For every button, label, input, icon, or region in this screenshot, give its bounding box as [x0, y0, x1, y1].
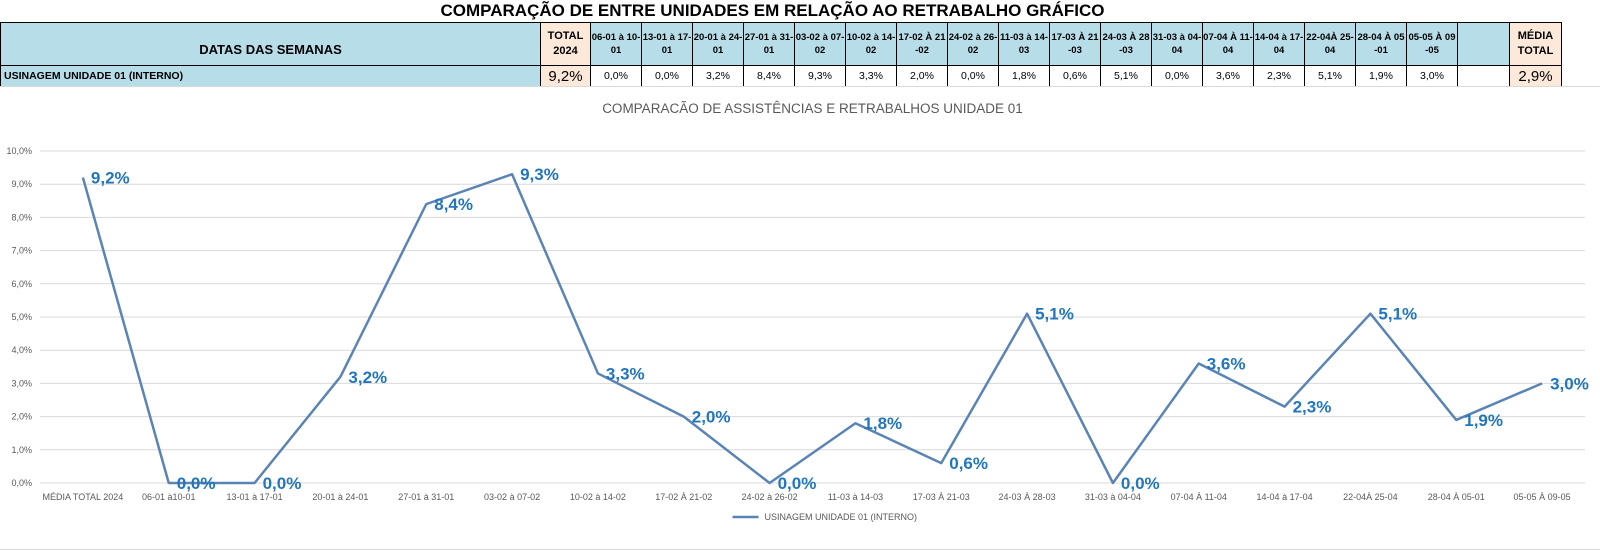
week-value-cell[interactable]: 1,9%	[1355, 65, 1407, 87]
x-tick-label: 13-01 à 17-01	[227, 492, 283, 502]
x-tick-label: 14-04 à 17-04	[1257, 492, 1313, 502]
data-label: 3,0%	[1550, 374, 1589, 393]
data-label: 1,9%	[1464, 411, 1503, 430]
data-label: 5,1%	[1035, 305, 1074, 324]
week-header-cell[interactable]: 10-02 à 14-02	[845, 22, 897, 66]
data-label: 8,4%	[434, 195, 473, 214]
row-total-cell[interactable]: 9,2%	[540, 65, 591, 87]
x-tick-label: 17-03 À 21-03	[913, 492, 970, 502]
data-label: 2,3%	[1293, 398, 1332, 417]
y-tick-label: 2,0%	[11, 412, 32, 422]
total-header[interactable]: TOTAL 2024	[540, 22, 591, 66]
week-header-cell[interactable]: 17-03 À 21-03	[1049, 22, 1101, 66]
chart-title: COMPARACÃO DE ASSISTÊNCIAS E RETRABALHOS…	[602, 101, 1023, 116]
x-tick-label: MÉDIA TOTAL 2024	[43, 492, 124, 502]
x-tick-label: 11-03 à 14-03	[828, 492, 883, 502]
x-tick-label: 07-04 À 11-04	[1171, 492, 1227, 502]
y-tick-label: 3,0%	[11, 378, 32, 388]
x-tick-label: 05-05 À 09-05	[1514, 492, 1571, 502]
week-header-cell[interactable]: 24-03 À 28-03	[1100, 22, 1152, 66]
week-header-cell[interactable]: 07-04 À 11-04	[1202, 22, 1254, 66]
week-value-cell[interactable]: 2,0%	[896, 65, 948, 87]
week-header-cell[interactable]: 17-02 À 21-02	[896, 22, 948, 66]
week-value-cell[interactable]: 8,4%	[743, 65, 795, 87]
week-value-cell[interactable]: 0,0%	[947, 65, 999, 87]
y-tick-label: 10,0%	[6, 146, 32, 156]
week-header-cell[interactable]: 22-04À 25-04	[1304, 22, 1356, 66]
week-value-cell[interactable]: 9,3%	[794, 65, 846, 87]
data-label: 5,1%	[1378, 305, 1417, 324]
media-header[interactable]: MÉDIA TOTAL	[1509, 22, 1562, 66]
week-value-cell[interactable]: 3,3%	[845, 65, 897, 87]
week-value-cell[interactable]: 0,6%	[1049, 65, 1101, 87]
data-label: 1,8%	[863, 414, 902, 433]
data-label: 2,0%	[692, 408, 731, 427]
line-chart: COMPARACÃO DE ASSISTÊNCIAS E RETRABALHOS…	[6, 101, 1589, 522]
week-value-cell[interactable]: 2,3%	[1253, 65, 1305, 87]
x-tick-label: 24-03 À 28-03	[999, 492, 1056, 502]
y-tick-label: 5,0%	[11, 312, 32, 322]
y-tick-label: 6,0%	[11, 279, 32, 289]
data-label: 9,3%	[520, 165, 559, 184]
x-tick-label: 03-02 à 07-02	[484, 492, 540, 502]
weeks-header-label[interactable]: DATAS DAS SEMANAS	[0, 22, 541, 66]
blank-value-cell[interactable]	[1457, 65, 1510, 87]
week-header-cell[interactable]: 03-02 à 07-02	[794, 22, 846, 66]
week-header-cell[interactable]: 05-05 À 09-05	[1406, 22, 1458, 66]
x-tick-label: 22-04À 25-04	[1343, 492, 1398, 502]
data-label: 0,0%	[1121, 474, 1160, 493]
week-value-cell[interactable]: 5,1%	[1304, 65, 1356, 87]
data-label: 3,2%	[348, 368, 387, 387]
series-line[interactable]	[81, 172, 1543, 485]
x-tick-label: 28-04 À 05-01	[1428, 492, 1485, 502]
week-header-cell[interactable]: 14-04 à 17-04	[1253, 22, 1305, 66]
data-label: 0,0%	[778, 474, 817, 493]
data-table: DATAS DAS SEMANAS TOTAL 2024 06-01 à 10-…	[0, 22, 1562, 87]
legend-label: USINAGEM UNIDADE 01 (INTERNO)	[765, 512, 918, 522]
data-label: 0,0%	[177, 474, 216, 493]
week-header-cell[interactable]: 24-02 à 26-02	[947, 22, 999, 66]
x-tick-label: 31-03 à 04-04	[1085, 492, 1141, 502]
data-label: 3,3%	[606, 364, 645, 383]
y-tick-label: 1,0%	[11, 445, 32, 455]
y-tick-label: 8,0%	[11, 212, 32, 222]
x-tick-label: 10-02 à 14-02	[570, 492, 626, 502]
week-header-cell[interactable]: 11-03 à 14-03	[998, 22, 1050, 66]
y-tick-label: 0,0%	[11, 478, 32, 488]
y-tick-label: 4,0%	[11, 345, 32, 355]
media-value-cell[interactable]: 2,9%	[1509, 65, 1562, 87]
chart-area[interactable]: COMPARACÃO DE ASSISTÊNCIAS E RETRABALHOS…	[0, 86, 1600, 550]
week-header-cell[interactable]: 13-01 à 17-01	[641, 22, 693, 66]
blank-header-cell[interactable]	[1457, 22, 1510, 66]
week-value-cell[interactable]: 3,2%	[692, 65, 744, 87]
week-header-cell[interactable]: 28-04 À 05-01	[1355, 22, 1407, 66]
x-tick-label: 20-01 à 24-01	[312, 492, 368, 502]
x-tick-label: 17-02 À 21-02	[655, 492, 712, 502]
data-label: 0,6%	[949, 454, 988, 473]
week-value-cell[interactable]: 3,6%	[1202, 65, 1254, 87]
week-value-cell[interactable]: 1,8%	[998, 65, 1050, 87]
week-value-cell[interactable]: 0,0%	[641, 65, 693, 87]
y-tick-label: 7,0%	[11, 246, 32, 256]
week-header-cell[interactable]: 27-01 à 31-01	[743, 22, 795, 66]
data-label: 0,0%	[263, 474, 302, 493]
table-row: USINAGEM UNIDADE 01 (INTERNO) 9,2% 0,0% 0…	[0, 65, 1562, 87]
data-label: 3,6%	[1207, 354, 1246, 373]
week-value-cell[interactable]: 3,0%	[1406, 65, 1458, 87]
data-label: 9,2%	[91, 169, 130, 188]
x-tick-label: 27-01 à 31-01	[398, 492, 454, 502]
week-value-cell[interactable]: 5,1%	[1100, 65, 1152, 87]
week-value-cell[interactable]: 0,0%	[1151, 65, 1203, 87]
sheet-title: COMPARAÇÃO DE ENTRE UNIDADES EM RELAÇÃO …	[440, 1, 1105, 20]
week-header-cell[interactable]: 06-01 à 10-01	[590, 22, 642, 66]
week-header-cell[interactable]: 20-01 à 24-01	[692, 22, 744, 66]
y-tick-label: 9,0%	[11, 179, 32, 189]
x-tick-label: 24-02 à 26-02	[742, 492, 798, 502]
header-row: DATAS DAS SEMANAS TOTAL 2024 06-01 à 10-…	[0, 22, 1562, 66]
x-tick-label: 06-01 à10-01	[142, 492, 196, 502]
week-value-cell[interactable]: 0,0%	[590, 65, 642, 87]
row-name-cell[interactable]: USINAGEM UNIDADE 01 (INTERNO)	[0, 65, 541, 87]
week-header-cell[interactable]: 31-03 à 04-04	[1151, 22, 1203, 66]
